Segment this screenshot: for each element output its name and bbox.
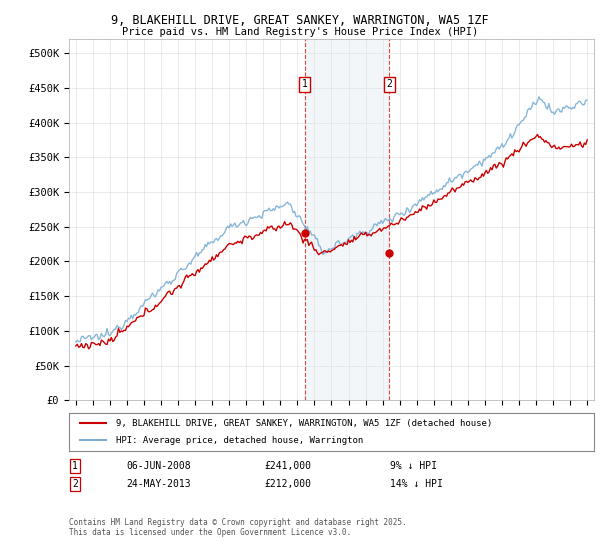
Text: 9, BLAKEHILL DRIVE, GREAT SANKEY, WARRINGTON, WA5 1ZF: 9, BLAKEHILL DRIVE, GREAT SANKEY, WARRIN… xyxy=(111,14,489,27)
Text: 06-JUN-2008: 06-JUN-2008 xyxy=(126,461,191,471)
Text: 14% ↓ HPI: 14% ↓ HPI xyxy=(390,479,443,489)
Text: £241,000: £241,000 xyxy=(264,461,311,471)
Text: Contains HM Land Registry data © Crown copyright and database right 2025.
This d: Contains HM Land Registry data © Crown c… xyxy=(69,518,407,538)
Text: 2: 2 xyxy=(386,80,392,90)
Text: 1: 1 xyxy=(302,80,308,90)
Text: 24-MAY-2013: 24-MAY-2013 xyxy=(126,479,191,489)
Text: 2: 2 xyxy=(72,479,78,489)
Bar xyxy=(305,39,389,400)
Text: 1: 1 xyxy=(72,461,78,471)
Text: HPI: Average price, detached house, Warrington: HPI: Average price, detached house, Warr… xyxy=(116,436,364,445)
Text: Price paid vs. HM Land Registry's House Price Index (HPI): Price paid vs. HM Land Registry's House … xyxy=(122,27,478,37)
Text: £212,000: £212,000 xyxy=(264,479,311,489)
Text: 9% ↓ HPI: 9% ↓ HPI xyxy=(390,461,437,471)
Text: 9, BLAKEHILL DRIVE, GREAT SANKEY, WARRINGTON, WA5 1ZF (detached house): 9, BLAKEHILL DRIVE, GREAT SANKEY, WARRIN… xyxy=(116,419,493,428)
